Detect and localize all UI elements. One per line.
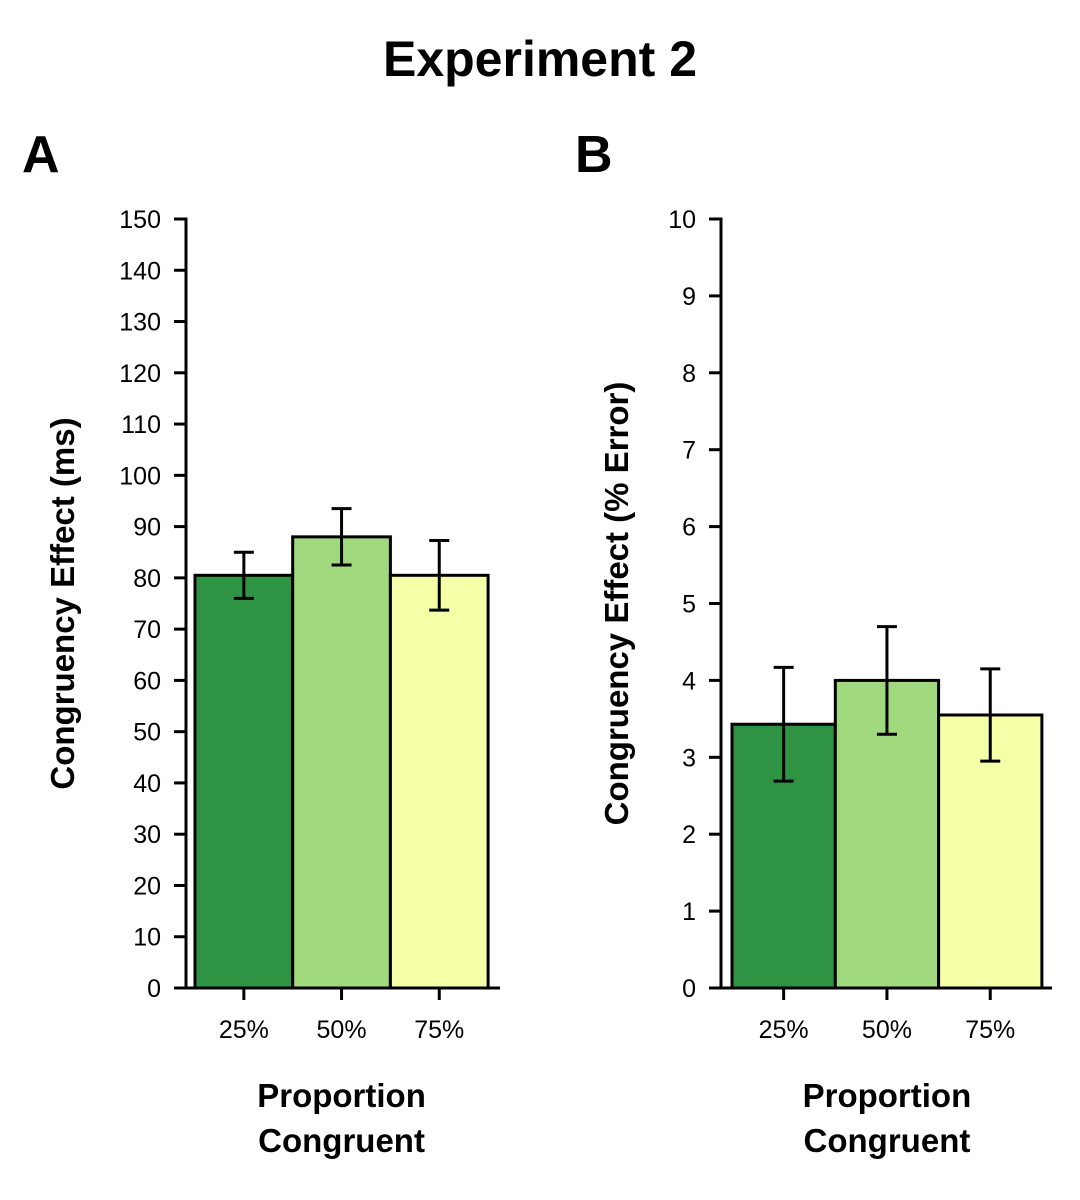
figure-title: Experiment 2 [383, 31, 697, 87]
panel-a-y-axis-title: Congruency Effect (ms) [44, 417, 81, 789]
panel-a-x-tick-label: 75% [414, 1016, 464, 1044]
panel-a-y-tick-label: 150 [119, 206, 161, 234]
panel-a-y-tick-label: 80 [133, 565, 161, 593]
panel-a-y-tick-label: 30 [133, 821, 161, 849]
panel-b-y-axis-title: Congruency Effect (% Error) [598, 382, 635, 826]
panel-a: A 0 10 20 30 40 50 60 70 80 90 100 110 120 130 140 150 2… [22, 126, 500, 1159]
panel-a-y-tick-label: 50 [133, 719, 161, 747]
panel-a-y-tick-label: 130 [119, 309, 161, 337]
panel-a-y-tick-label: 10 [133, 924, 161, 952]
panel-b: B 0 1 2 3 4 5 6 7 8 9 10 25% 50% 75% Proportion Congrue… [575, 126, 1052, 1159]
panel-b-x-tick-label: 75% [965, 1016, 1015, 1044]
panel-b-y-tick-label: 9 [682, 283, 696, 311]
panel-b-x-tick-label: 50% [862, 1016, 912, 1044]
panel-a-errorbar-2 [331, 507, 352, 567]
panel-b-y-tick-label: 3 [682, 744, 696, 772]
panel-a-errorbar-3 [429, 538, 450, 612]
panel-b-x-tick-label: 25% [759, 1016, 809, 1044]
panel-b-y-tick-label: 6 [682, 514, 696, 542]
panel-b-letter: B [575, 126, 613, 184]
panel-a-y-tick-label: 0 [147, 975, 161, 1003]
panel-b-errorbar-2 [876, 625, 897, 736]
panel-a-x-tick-label: 50% [317, 1016, 367, 1044]
panel-b-y-tick-label: 1 [682, 898, 696, 926]
panel-b-y-tick-label: 0 [682, 975, 696, 1003]
panel-a-y-tick-label: 20 [133, 872, 161, 900]
panel-b-y-tick-label: 7 [682, 437, 696, 465]
panel-a-bar-3 [388, 573, 490, 990]
panel-a-errorbar-1 [233, 550, 254, 600]
panel-b-errorbar-1 [773, 665, 794, 783]
panel-b-y-tick-label: 4 [682, 667, 696, 695]
panel-a-bar-2 [291, 535, 392, 990]
panel-a-y-tick-label: 110 [121, 411, 161, 439]
panel-b-y-tick-label: 5 [682, 591, 696, 619]
panel-a-y-tick-label: 40 [133, 770, 161, 798]
panel-a-x-axis-title: Proportion Congruent [257, 1077, 426, 1159]
panel-a-y-tick-label: 60 [133, 667, 161, 695]
panel-b-y-tick-label: 2 [682, 821, 696, 849]
panel-a-bar-1 [193, 573, 295, 990]
panel-a-y-tick-label: 100 [119, 462, 161, 490]
panel-b-errorbar-3 [980, 667, 1001, 763]
panel-a-y-tick-label: 140 [119, 257, 161, 285]
panel-b-x-axis-title: Proportion Congruent [803, 1077, 972, 1159]
panel-a-y-tick-label: 90 [133, 514, 161, 542]
panel-a-y-tick-label: 120 [119, 360, 161, 388]
panel-b-y-tick-label: 8 [682, 360, 696, 388]
panel-a-x-tick-label: 25% [219, 1016, 269, 1044]
panel-a-letter: A [22, 126, 60, 184]
panel-b-y-tick-label: 10 [668, 206, 696, 234]
panel-a-y-tick-label: 70 [133, 616, 161, 644]
